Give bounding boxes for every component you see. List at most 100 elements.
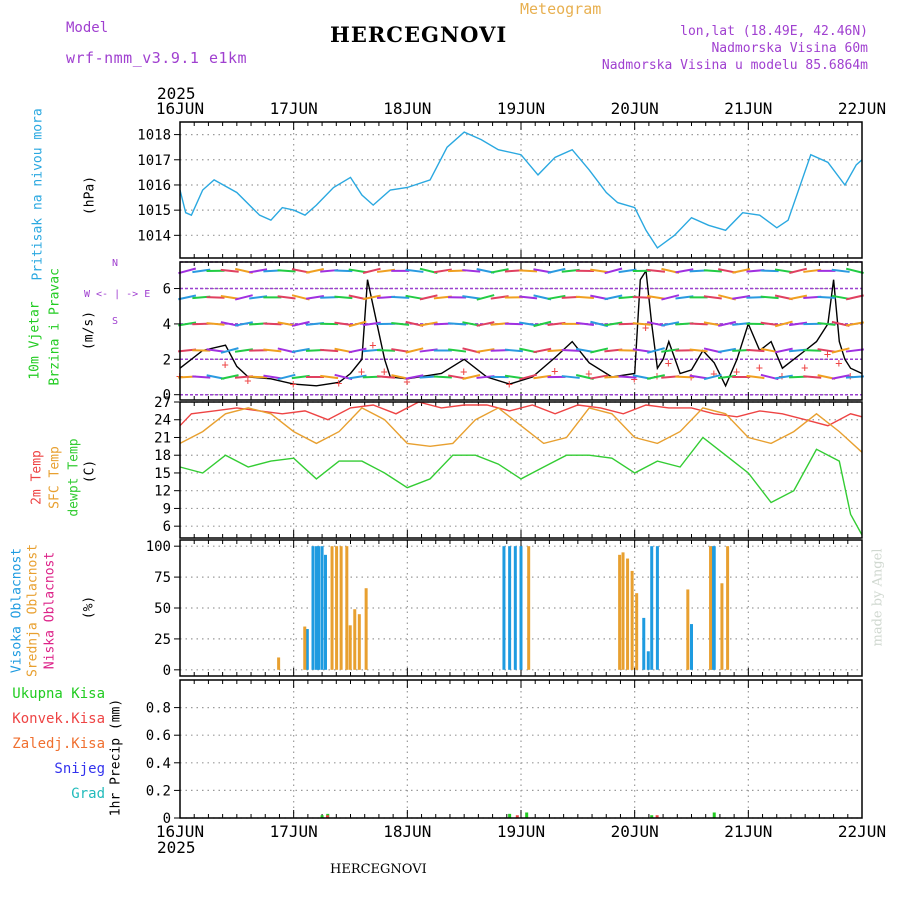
wind-gust-marker: + <box>369 338 376 352</box>
ytick-label: 15 <box>154 466 171 482</box>
wind-arrow <box>419 294 438 301</box>
cloud-bar <box>348 625 352 670</box>
wind-arrow <box>362 267 381 274</box>
wind-gust-marker: + <box>358 365 365 379</box>
wind-arrow <box>391 295 410 299</box>
cloud-bar <box>513 546 517 670</box>
cloud-bar <box>646 651 650 670</box>
date-label-bottom: 20JUN <box>611 822 659 841</box>
wind-arrow <box>632 322 651 326</box>
wind-arrow <box>206 296 225 299</box>
date-label-top: 20JUN <box>611 99 659 118</box>
wind-arrow <box>291 320 310 327</box>
wind-arrow <box>192 375 211 379</box>
wind-gust-marker: + <box>642 320 649 334</box>
wind-arrow <box>334 295 353 300</box>
wind-arrow <box>405 268 424 273</box>
wind-arrow <box>504 322 523 326</box>
ytick-label: 0.8 <box>146 701 171 717</box>
wind-gust-marker: + <box>381 365 388 379</box>
wind-gust-marker: + <box>221 358 228 372</box>
ytick-label: 0 <box>163 811 171 827</box>
wind-arrow <box>817 321 836 326</box>
precip-bar <box>525 812 529 818</box>
wind-arrow <box>789 294 808 301</box>
cloud-bar <box>642 617 646 670</box>
cloud-bar <box>345 546 349 670</box>
wind-arrow <box>845 375 864 379</box>
cloud-bar <box>686 589 690 670</box>
wind-arrow <box>348 320 367 328</box>
wind-arrow <box>803 375 822 379</box>
cloud-bar <box>353 609 357 670</box>
ytick-label: 24 <box>154 413 171 429</box>
precip-bar <box>320 815 324 818</box>
wind-arrow <box>206 322 225 326</box>
model-label: Model <box>66 20 109 36</box>
wind-arrow <box>206 348 225 353</box>
cloud-bar <box>305 629 309 670</box>
ytick-label: 1018 <box>137 128 171 144</box>
wind-arrow <box>476 348 495 353</box>
precip-bar <box>655 815 659 818</box>
wind-arrow <box>448 348 467 353</box>
wind-arrow <box>504 348 523 353</box>
ytick-label: 0.6 <box>146 728 171 744</box>
precip-label-graupel: Grad <box>71 786 105 802</box>
wind-arrow <box>391 348 410 353</box>
cloud-bar <box>314 546 318 670</box>
model-elevation-text: Nadmorska Visina u modelu 85.6864m <box>601 58 868 73</box>
wind-arrow <box>746 348 765 353</box>
wind-arrow <box>462 269 481 273</box>
wind-arrow <box>376 375 396 379</box>
wind-arrow <box>646 294 666 300</box>
cloud-bar <box>357 614 361 670</box>
date-label-bottom: 16JUN <box>156 822 204 841</box>
cloud-bar <box>303 626 307 670</box>
wind-gust-marker: + <box>778 369 785 383</box>
cloud-bar <box>720 583 724 670</box>
wind-arrow <box>519 269 538 273</box>
wind-arrow <box>732 294 751 300</box>
cloud-bar <box>709 546 713 670</box>
wind-arrow <box>803 349 822 352</box>
ytick-label: 1015 <box>137 203 171 219</box>
wind-gust-marker: + <box>551 364 558 378</box>
wind-arrow <box>703 269 722 273</box>
wind-arrow <box>462 295 481 300</box>
cloud-bar <box>330 546 334 670</box>
cloud-bar <box>626 558 630 670</box>
precip-label-snow: Snijeg <box>54 761 105 777</box>
wind-arrow <box>348 374 367 380</box>
wind-gust-marker: + <box>290 377 297 391</box>
wind-arrow <box>291 347 310 354</box>
ytick-label: 0.2 <box>146 783 171 799</box>
cloud-bar <box>508 546 512 670</box>
ytick-label: 0.4 <box>146 756 171 772</box>
wind-arrow <box>632 296 651 299</box>
wind-arrow <box>476 294 495 301</box>
precip-label-freezing: Zaledj.Kisa <box>12 736 105 752</box>
wind-arrow <box>575 321 594 327</box>
wind-arrow <box>590 374 609 380</box>
wind-gust-marker: + <box>733 365 740 379</box>
wind-arrow <box>675 268 694 274</box>
wind-arrow <box>774 268 793 274</box>
date-label-top: 16JUN <box>156 99 204 118</box>
wind-gust-marker: + <box>335 376 342 390</box>
wind-arrow <box>604 321 623 327</box>
year-top: 2025 <box>157 84 196 103</box>
wind-arrow <box>789 267 808 274</box>
wind-arrow <box>547 294 566 300</box>
wind-arrow <box>391 321 410 326</box>
meteogram-label: Meteogram <box>520 0 602 18</box>
wind-arrow <box>234 321 253 327</box>
temperature-series-line <box>179 407 863 453</box>
wind-gust-marker: + <box>403 374 410 388</box>
date-label-bottom: 18JUN <box>383 822 431 841</box>
wind-arrow <box>845 294 864 301</box>
wind-arrow <box>533 347 552 354</box>
precip-bar <box>515 815 519 818</box>
wind-arrow <box>305 267 324 274</box>
date-label-top: 22JUN <box>838 99 886 118</box>
